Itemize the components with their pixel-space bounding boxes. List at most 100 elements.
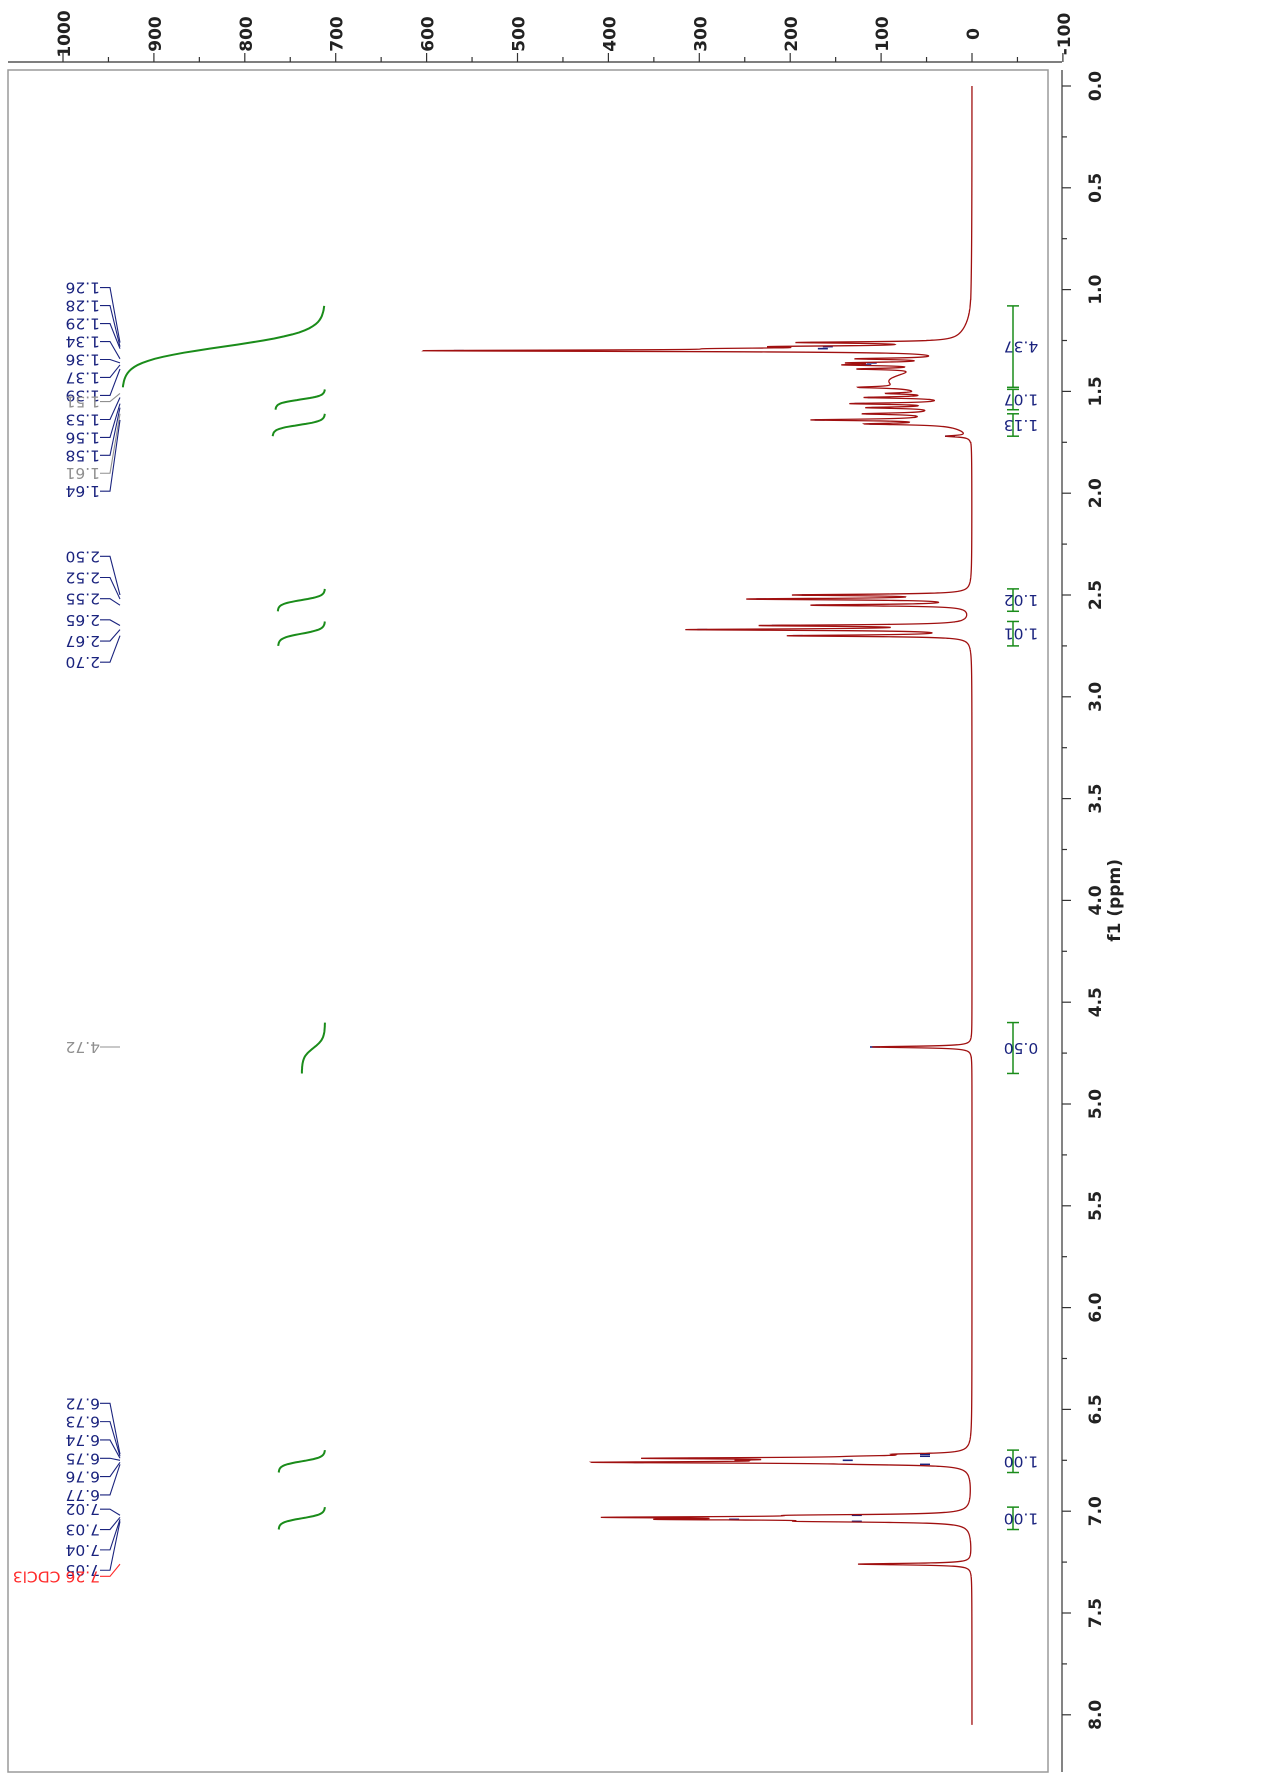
peak-label: 1.37 [65,368,100,386]
ppm-tick-label: 7.0 [1086,1496,1106,1526]
peak-label: 7.26 CDCl3 [13,1567,100,1585]
ppm-axis: 0.0 0.5 1.0 1.5 2.0 2.5 3.0 3.5 4.0 4.5 5.0 5.5 6.0 6… [1061,70,1125,1772]
peak-label: 6.74 [65,1431,100,1449]
peak-label-leader [100,629,121,642]
peak-label-leader [100,1508,121,1516]
peak-label-leader [100,419,121,492]
peak-label-leader [100,598,121,606]
peak-label-leader [100,368,121,397]
peak-label: 7.04 [65,1541,100,1559]
ppm-tick-label: 7.5 [1086,1598,1106,1628]
peak-label-leader [100,1462,121,1478]
peak-label: 6.73 [65,1413,100,1431]
integral-value: 1.01 [1004,625,1039,643]
intensity-tick-label: 500 [510,16,530,52]
peak-label: 6.75 [65,1449,100,1467]
ppm-tick-label: 5.5 [1086,1191,1106,1221]
peak-label: 7.02 [65,1500,100,1518]
peak-label: 1.36 [65,351,100,369]
integral-value: 1.02 [1004,591,1039,609]
ppm-tick-label: 0.5 [1086,173,1106,203]
peak-label-leader [100,555,121,596]
integral-value: 0.50 [1004,1039,1039,1057]
peak-label-leader [100,576,121,600]
peak-label: 6.76 [65,1468,100,1486]
peak-label-leader [100,364,121,379]
peak-label: 1.58 [65,446,100,464]
peak-label-leader [100,619,121,627]
peak-label: 2.52 [65,568,100,586]
integral-value: 1.13 [1004,416,1039,434]
peak-label: 1.64 [65,482,100,500]
peak-label: 2.70 [65,653,100,671]
integral-region-markers: 4.37 1.07 1.13 1.02 1.01 0.50 1.00 1.00 [1004,305,1039,1531]
peak-label-leader [100,397,121,421]
peak-pick-markers [453,341,956,1523]
peak-label-leader [100,403,121,438]
peak-label-leader [100,393,121,403]
peak-label: 1.26 [65,279,100,297]
peak-label-leader [100,635,121,663]
ppm-tick-label: 5.0 [1086,1089,1106,1119]
ppm-tick-label: 1.5 [1086,376,1106,406]
peak-label: 1.61 [65,464,100,482]
peak-label: 7.05 [65,1561,100,1579]
intensity-axis: 1000 900 800 700 600 500 400 300 200 100 0 -100 [8,10,1075,63]
peak-label-leader [100,287,121,343]
peak-labels: 1.261.281.291.341.361.371.391.511.531.56… [13,279,121,1585]
peak-label: 1.28 [65,297,100,315]
integral-curve [277,1507,326,1530]
peak-label-leader [100,1439,121,1459]
intensity-tick-label: 600 [419,16,439,52]
spectrum-trace [421,86,973,1725]
intensity-tick-label: 700 [328,16,348,52]
integral-curve [271,413,326,437]
ppm-tick-label: 2.5 [1086,580,1106,610]
peak-label-leader [100,1521,121,1571]
integral-curve [277,621,326,646]
peak-label: 1.56 [65,428,100,446]
ppm-tick-label: 4.0 [1086,885,1106,915]
integral-curve [274,389,326,410]
intensity-tick-label: 900 [146,16,166,52]
ppm-axis-title: f1 (ppm) [1105,859,1125,942]
intensity-tick-label: 400 [600,16,620,52]
ppm-tick-label: 2.0 [1086,478,1106,508]
ppm-tick-label: 4.5 [1086,987,1106,1017]
integral-curve [276,588,326,612]
peak-label-leader [100,1464,121,1496]
intensity-tick-label: -100 [1055,13,1075,56]
ppm-tick-label: 1.0 [1086,274,1106,304]
integral-value: 1.00 [1004,1509,1039,1527]
peak-label: 1.51 [65,393,100,411]
ppm-tick-label: 8.0 [1086,1700,1106,1730]
integral-value: 1.07 [1004,391,1039,409]
peak-label-leader [100,1516,121,1531]
peak-label: 2.55 [65,590,100,608]
integral-value: 4.37 [1004,338,1039,356]
peak-label-leader [100,1421,121,1457]
peak-label: 6.72 [65,1394,100,1412]
integral-value: 1.00 [1004,1452,1039,1470]
peak-label-leader [100,1457,121,1461]
intensity-tick-label: 1000 [55,10,75,57]
ppm-tick-label: 6.5 [1086,1394,1106,1424]
intensity-tick-label: 800 [237,16,257,52]
peak-label-leader [100,304,121,347]
integral-curve [277,1450,326,1473]
intensity-tick-label: 200 [782,16,802,52]
plot-frame [7,69,1049,1773]
peak-label-leader [100,413,121,474]
peak-label-leader [100,1402,121,1455]
peak-label: 1.34 [65,333,100,351]
peak-label: 1.53 [65,410,100,428]
peak-label: 1.39 [65,386,100,404]
peak-label-leader [100,1519,121,1551]
ppm-tick-label: 3.5 [1086,784,1106,814]
peak-label: 2.65 [65,611,100,629]
peak-label-leader [100,407,121,456]
peak-label: 2.50 [65,547,100,565]
peak-label-leader [100,358,121,364]
peak-label: 6.77 [65,1486,100,1504]
